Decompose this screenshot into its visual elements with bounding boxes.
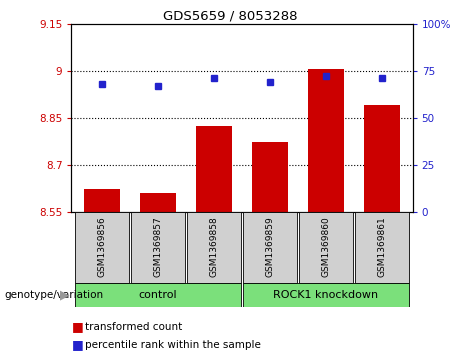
Text: percentile rank within the sample: percentile rank within the sample — [85, 340, 261, 350]
FancyBboxPatch shape — [75, 283, 241, 307]
Text: transformed count: transformed count — [85, 322, 183, 332]
Text: ▶: ▶ — [59, 289, 69, 301]
FancyBboxPatch shape — [243, 212, 297, 283]
Text: ROCK1 knockdown: ROCK1 knockdown — [273, 290, 378, 300]
Text: GSM1369858: GSM1369858 — [210, 216, 219, 277]
Text: GSM1369857: GSM1369857 — [154, 216, 163, 277]
Bar — [84, 189, 120, 212]
Bar — [308, 69, 344, 212]
Text: GSM1369861: GSM1369861 — [378, 216, 386, 277]
Text: GSM1369860: GSM1369860 — [321, 216, 331, 277]
Text: control: control — [139, 290, 177, 300]
Bar — [364, 105, 400, 212]
FancyBboxPatch shape — [243, 283, 409, 307]
FancyBboxPatch shape — [355, 212, 409, 283]
FancyBboxPatch shape — [75, 212, 129, 283]
Text: GSM1369859: GSM1369859 — [266, 216, 274, 277]
Text: ■: ■ — [71, 320, 83, 333]
FancyBboxPatch shape — [299, 212, 353, 283]
Text: ■: ■ — [71, 338, 83, 351]
FancyBboxPatch shape — [187, 212, 241, 283]
Bar — [252, 142, 288, 212]
Text: GSM1369856: GSM1369856 — [98, 216, 106, 277]
Text: genotype/variation: genotype/variation — [5, 290, 104, 300]
Bar — [140, 193, 176, 212]
Bar — [196, 126, 232, 212]
Text: GDS5659 / 8053288: GDS5659 / 8053288 — [163, 9, 298, 22]
FancyBboxPatch shape — [131, 212, 185, 283]
